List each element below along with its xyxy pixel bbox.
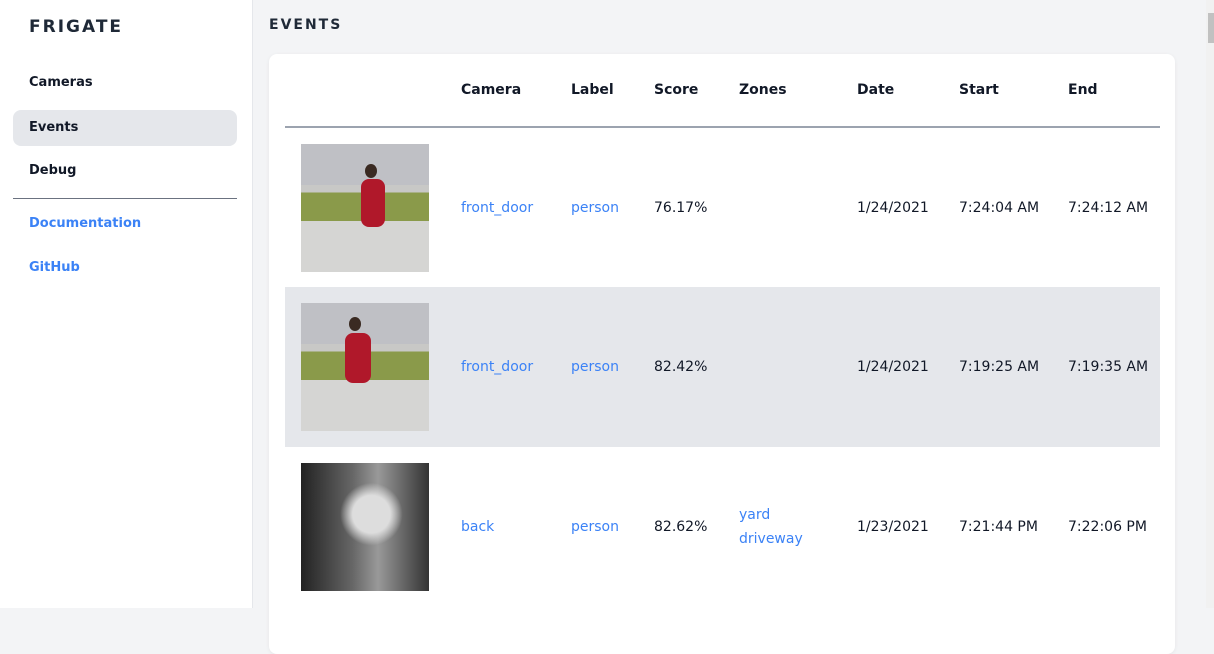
page-title: EVENTS: [269, 17, 343, 33]
start-time: 7:19:25 AM: [943, 287, 1052, 447]
camera-link[interactable]: front_door: [461, 359, 534, 375]
score: 82.62%: [654, 519, 708, 535]
divider: [13, 198, 237, 199]
header-start: Start: [943, 54, 1052, 128]
sidebar-item-debug[interactable]: Debug: [29, 163, 77, 178]
link-documentation[interactable]: Documentation: [29, 216, 142, 231]
camera-link[interactable]: front_door: [461, 199, 534, 216]
scrollbar-thumb[interactable]: [1208, 13, 1214, 43]
header-score: Score: [638, 54, 723, 128]
score: 76.17%: [654, 199, 708, 216]
event-thumbnail[interactable]: [301, 303, 429, 431]
label-link[interactable]: person: [571, 199, 619, 216]
zone-link[interactable]: driveway: [739, 531, 803, 547]
link-github[interactable]: GitHub: [29, 260, 80, 275]
table-row[interactable]: front_door person 76.17% 1/24/2021 7:24:…: [285, 127, 1160, 287]
event-thumbnail[interactable]: [301, 143, 429, 272]
table-row[interactable]: back person 82.62% yard driveway 1/23/202…: [285, 447, 1160, 607]
camera-link[interactable]: back: [461, 519, 495, 535]
date: 1/24/2021: [841, 287, 943, 447]
event-thumbnail[interactable]: [301, 463, 429, 591]
zone-link[interactable]: yard: [739, 507, 771, 523]
zones: [723, 127, 841, 287]
end-time: 7:19:35 AM: [1052, 287, 1160, 447]
events-card: Camera Label Score Zones Date Start End …: [269, 54, 1175, 654]
end-time: 7:22:06 PM: [1068, 519, 1147, 535]
zones: [723, 287, 841, 447]
label-link[interactable]: person: [571, 519, 619, 535]
header-camera: Camera: [445, 54, 555, 128]
header-thumbnail: [285, 54, 445, 128]
brand-logo: FRIGATE: [29, 17, 124, 37]
start-time: 7:21:44 PM: [959, 519, 1038, 535]
sidebar-item-cameras[interactable]: Cameras: [29, 75, 93, 90]
sidebar-item-events[interactable]: Events: [13, 110, 237, 146]
score: 82.42%: [638, 287, 723, 447]
sidebar: FRIGATE Cameras Events Debug Documentati…: [0, 0, 253, 608]
header-date: Date: [841, 54, 943, 128]
table-row[interactable]: front_door person 82.42% 1/24/2021 7:19:…: [285, 287, 1160, 447]
start-time: 7:24:04 AM: [959, 199, 1040, 216]
zones: yard driveway: [723, 447, 841, 607]
label-link[interactable]: person: [571, 359, 619, 375]
events-table: Camera Label Score Zones Date Start End …: [285, 54, 1160, 607]
end-time: 7:24:12 AM: [1068, 199, 1149, 216]
header-label: Label: [555, 54, 638, 128]
header-end: End: [1052, 54, 1160, 128]
date: 1/23/2021: [857, 519, 929, 535]
date: 1/24/2021: [857, 199, 929, 216]
scrollbar[interactable]: [1206, 0, 1214, 608]
header-zones: Zones: [723, 54, 841, 128]
